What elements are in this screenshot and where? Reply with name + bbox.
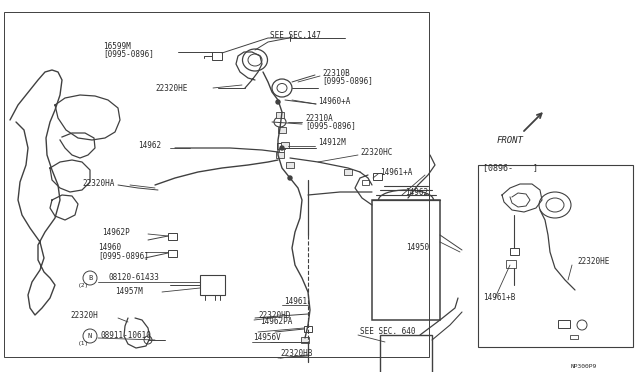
Circle shape — [83, 271, 97, 285]
Text: 08120-61433: 08120-61433 — [108, 273, 159, 282]
Text: 22320HD: 22320HD — [258, 311, 291, 321]
Text: 14961+B: 14961+B — [483, 294, 515, 302]
Text: (1): (1) — [78, 341, 89, 346]
Bar — [510, 248, 519, 255]
Bar — [362, 180, 369, 185]
Text: 22310B: 22310B — [322, 68, 349, 77]
Text: 22320HB: 22320HB — [280, 350, 312, 359]
Bar — [301, 337, 309, 343]
Text: SEE SEC.147: SEE SEC.147 — [270, 31, 321, 39]
Bar — [278, 127, 286, 133]
Bar — [286, 162, 294, 168]
Bar — [380, 335, 432, 372]
Text: 22320HC: 22320HC — [360, 148, 392, 157]
Text: 22320HE: 22320HE — [577, 257, 609, 266]
Circle shape — [144, 336, 152, 344]
Text: 14962PA: 14962PA — [260, 317, 292, 327]
Bar — [558, 320, 570, 328]
Text: 16599M: 16599M — [103, 42, 131, 51]
Text: [0995-0896]: [0995-0896] — [322, 77, 373, 86]
Bar — [478, 165, 633, 347]
Circle shape — [83, 329, 97, 343]
Text: NP300P9: NP300P9 — [571, 363, 597, 369]
Bar — [304, 326, 312, 332]
Text: [0995-0896]: [0995-0896] — [98, 251, 149, 260]
Text: [0995-0896]: [0995-0896] — [103, 49, 154, 58]
Bar — [344, 169, 352, 175]
Bar — [276, 112, 284, 118]
Bar — [373, 173, 382, 180]
Text: 14960+A: 14960+A — [318, 96, 350, 106]
Text: (2): (2) — [78, 283, 89, 289]
Bar — [570, 335, 578, 339]
Bar — [200, 275, 225, 295]
Text: 14912M: 14912M — [318, 138, 346, 147]
Text: [0995-0896]: [0995-0896] — [305, 122, 356, 131]
Bar — [277, 143, 285, 149]
Text: 14961: 14961 — [284, 298, 307, 307]
Circle shape — [288, 176, 292, 180]
Text: 14957M: 14957M — [115, 288, 143, 296]
Text: FRONT: FRONT — [497, 135, 524, 144]
Text: 14961+A: 14961+A — [380, 167, 412, 176]
Text: [0896-    ]: [0896- ] — [483, 164, 538, 173]
Text: B: B — [88, 275, 92, 281]
Text: 14962P: 14962P — [102, 228, 130, 237]
Circle shape — [280, 146, 284, 150]
Text: 14960: 14960 — [98, 244, 121, 253]
Text: 22320HA: 22320HA — [82, 179, 115, 187]
Circle shape — [577, 320, 587, 330]
Text: 14962: 14962 — [405, 187, 428, 196]
Bar — [168, 250, 177, 257]
Text: 14950: 14950 — [406, 244, 429, 253]
Bar — [372, 200, 440, 320]
Text: 22320HE: 22320HE — [155, 83, 188, 93]
Bar — [506, 260, 516, 268]
Circle shape — [276, 100, 280, 104]
Text: 14956V: 14956V — [253, 334, 281, 343]
Bar — [4, 12, 429, 357]
Text: 22310A: 22310A — [305, 113, 333, 122]
Text: 08911-10610: 08911-10610 — [100, 331, 151, 340]
Bar — [212, 52, 222, 60]
Bar — [168, 233, 177, 240]
Bar — [276, 152, 284, 158]
Text: N: N — [88, 333, 92, 339]
Text: SEE SEC. 640: SEE SEC. 640 — [360, 327, 415, 337]
Text: 14962: 14962 — [138, 141, 161, 150]
Bar — [279, 148, 284, 152]
Text: 22320H: 22320H — [70, 311, 98, 320]
Bar — [281, 142, 289, 148]
